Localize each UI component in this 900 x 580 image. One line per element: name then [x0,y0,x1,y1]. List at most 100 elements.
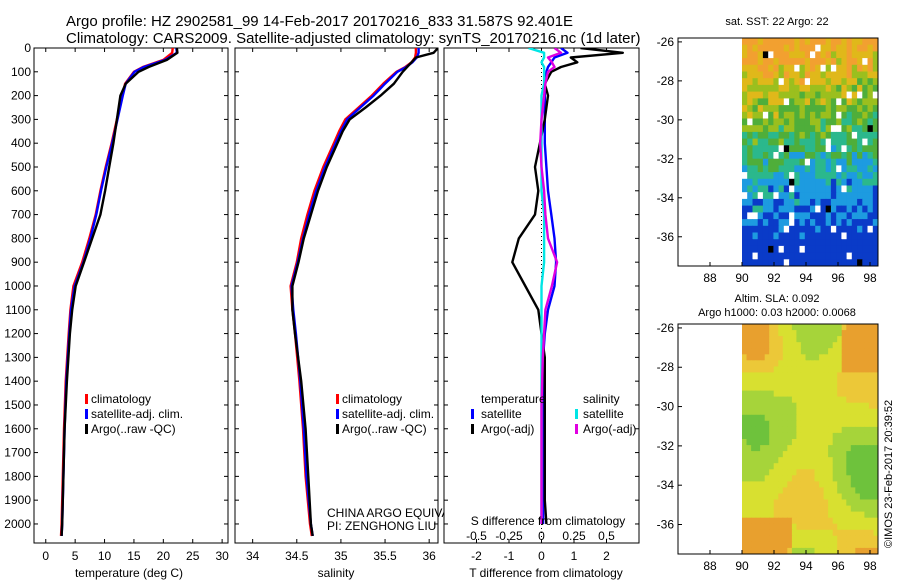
sla-cell [778,535,784,543]
map-x-tick-label: 98 [863,271,877,285]
sst-cell [742,38,748,46]
sla-cell [832,342,838,349]
sla-cell [837,547,843,554]
sla-cell [810,324,816,331]
sla-cell [760,330,766,337]
sst-cell [783,219,790,227]
sst-cell [825,145,832,153]
sst-cell [846,172,853,180]
sla-cell [805,439,811,446]
sla-cell [746,390,752,398]
sla-cell [764,384,770,392]
sla-cell [764,439,770,446]
sla-cell [746,481,752,489]
sst-cell [846,145,853,153]
sla-cell [855,426,861,434]
sst-cell [810,98,816,106]
sla-cell [769,408,775,416]
sst-cell [846,138,853,146]
sla-cell [796,499,802,507]
sla-cell [769,523,775,531]
sla-cell [760,541,766,549]
map-x-tick-label: 88 [703,559,717,573]
sla-cell [778,390,784,398]
sst-cell [851,138,858,146]
sla-cell [773,481,779,489]
sst-cell [768,84,774,93]
sst-cell [783,84,790,93]
sla-cell [859,408,865,416]
sst-cell [862,212,869,220]
map-y-tick-label: -32 [657,439,675,453]
sst-cell [862,225,869,234]
sst-cell [867,192,874,200]
sla-cell [751,475,757,482]
sst-cell [778,178,785,187]
sst-cell [778,152,785,160]
sla-cell [846,414,852,422]
sst-cell [794,232,801,240]
sst-cell [851,192,858,200]
sla-cell [760,535,766,543]
sla-cell [864,457,870,464]
map-y-tick-label: -28 [657,74,675,88]
sst-cell [810,78,816,86]
sla-cell [800,324,806,331]
sla-cell [773,432,779,440]
sla-cell [868,499,874,507]
sst-cell [768,152,774,160]
sst-cell [799,152,806,160]
sst-cell [841,131,848,140]
sla-cell [800,505,806,513]
y-tick-label: 300 [11,112,31,126]
sst-cell [851,158,858,166]
sst-cell [851,71,858,79]
sla-cell [837,366,843,374]
sst-cell [867,232,874,240]
sla-cell [791,324,797,331]
sst-cell [857,51,863,59]
sst-cell [747,212,753,220]
sst-cell [747,219,753,227]
sla-cell [764,493,770,501]
sla-cell [764,426,770,434]
sst-cell [857,225,863,234]
sla-cell [746,414,752,422]
sla-cell [859,336,865,343]
sst-cell [773,98,780,106]
sla-cell [859,330,865,337]
sla-cell [837,360,843,367]
sst-cell [851,38,858,46]
legend-label-satellite-adj: satellite-adj. clim. [342,407,434,421]
sla-cell [819,348,825,355]
y-tick-label: 900 [11,255,31,269]
sst-cell [825,84,832,93]
legend-swatch-argo [85,424,88,434]
sla-cell [850,487,856,495]
sla-cell [773,487,779,495]
sla-cell [791,348,797,355]
sst-cell [830,225,837,234]
sla-cell [746,348,752,355]
sla-cell [864,408,870,416]
sla-cell [841,396,847,404]
sla-cell [850,414,856,422]
sla-cell [850,469,856,476]
sla-cell [796,457,802,464]
sla-cell [837,426,843,434]
sla-cell [837,523,843,531]
sst-cell [862,245,869,254]
sla-cell [814,324,820,331]
imos-credit: ©IMOS 23-Feb-2017 20:39:52 [883,400,895,548]
sla-cell [873,529,878,537]
sla-cell [828,432,834,440]
sla-cell [873,475,878,482]
sla-cell [814,408,820,416]
sla-cell [796,451,802,458]
sst-cell [872,165,878,173]
sst-cell [825,232,832,240]
s-diff-x-tick-label: 0.5 [598,529,615,543]
sst-cell [820,38,827,46]
sst-cell [851,245,858,254]
sla-cell [773,396,779,404]
